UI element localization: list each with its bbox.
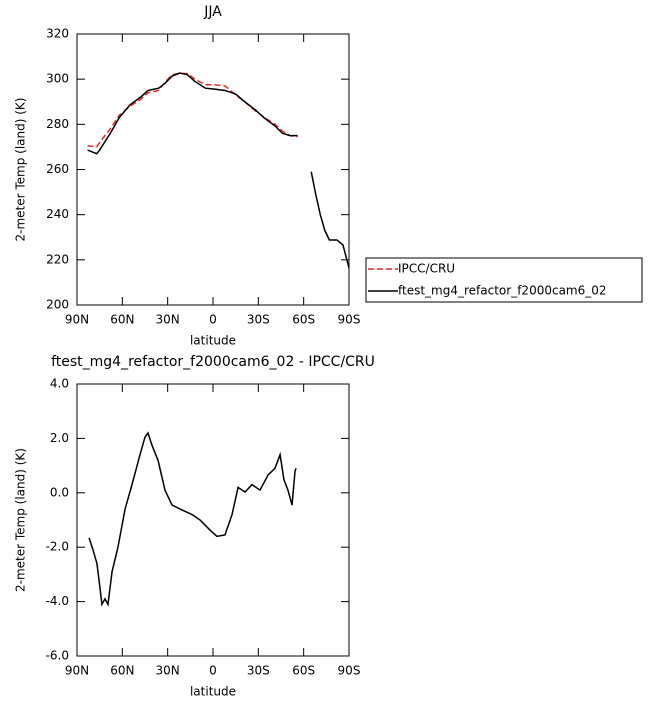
legend-label: ftest_mg4_refactor_f2000cam6_02	[398, 284, 607, 298]
x-tick-label: 30N	[156, 313, 180, 327]
x-axis-label: latitude	[190, 334, 236, 348]
x-tick-label: 0	[209, 664, 217, 678]
y-axis-label: 2-meter Temp (land) (K)	[14, 448, 28, 592]
x-tick-label: 30S	[247, 313, 270, 327]
chart-title: JJA	[203, 4, 222, 20]
y-axis-label: 2-meter Temp (land) (K)	[14, 98, 28, 242]
data-line	[87, 72, 298, 148]
data-line	[87, 72, 350, 269]
y-tick-label: 0.0	[50, 485, 69, 499]
y-tick-label: 260	[46, 162, 69, 176]
y-tick-label: 320	[46, 27, 69, 41]
x-tick-label: 60S	[292, 664, 315, 678]
y-tick-label: 280	[46, 117, 69, 131]
x-tick-label: 0	[209, 313, 217, 327]
y-tick-label: 200	[46, 298, 69, 312]
x-tick-label: 90N	[65, 313, 89, 327]
y-tick-label: -6.0	[46, 649, 69, 663]
plot-frame	[76, 383, 350, 657]
x-tick-label: 60N	[110, 664, 134, 678]
plot-frame	[76, 33, 350, 306]
x-tick-label: 60S	[292, 313, 315, 327]
y-tick-label: 2.0	[50, 431, 69, 445]
legend-box	[365, 257, 643, 303]
x-axis-label: latitude	[190, 685, 236, 699]
chart-title: ftest_mg4_refactor_f2000cam6_02 - IPCC/C…	[51, 354, 375, 370]
y-tick-label: 220	[46, 252, 69, 266]
y-tick-label: 300	[46, 72, 69, 86]
x-tick-label: 90S	[338, 313, 361, 327]
y-tick-label: 240	[46, 207, 69, 221]
y-tick-label: -4.0	[46, 594, 69, 608]
y-tick-label: 4.0	[50, 377, 69, 391]
y-tick-label: -2.0	[46, 540, 69, 554]
data-line	[88, 431, 297, 607]
legend-label: IPCC/CRU	[398, 262, 455, 276]
x-tick-label: 90N	[65, 664, 89, 678]
x-tick-label: 60N	[110, 313, 134, 327]
x-tick-label: 30S	[247, 664, 270, 678]
x-tick-label: 90S	[338, 664, 361, 678]
x-tick-label: 30N	[156, 664, 180, 678]
